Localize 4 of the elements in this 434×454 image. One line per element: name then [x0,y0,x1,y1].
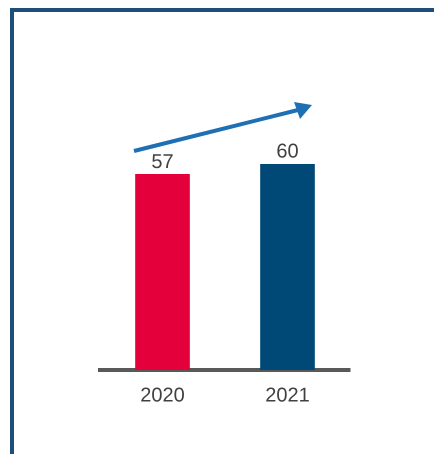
data-label: 57 [151,150,174,173]
data-label: 60 [276,140,299,163]
x-tick-label: 2021 [265,384,310,407]
x-tick-label: 2020 [140,384,185,407]
